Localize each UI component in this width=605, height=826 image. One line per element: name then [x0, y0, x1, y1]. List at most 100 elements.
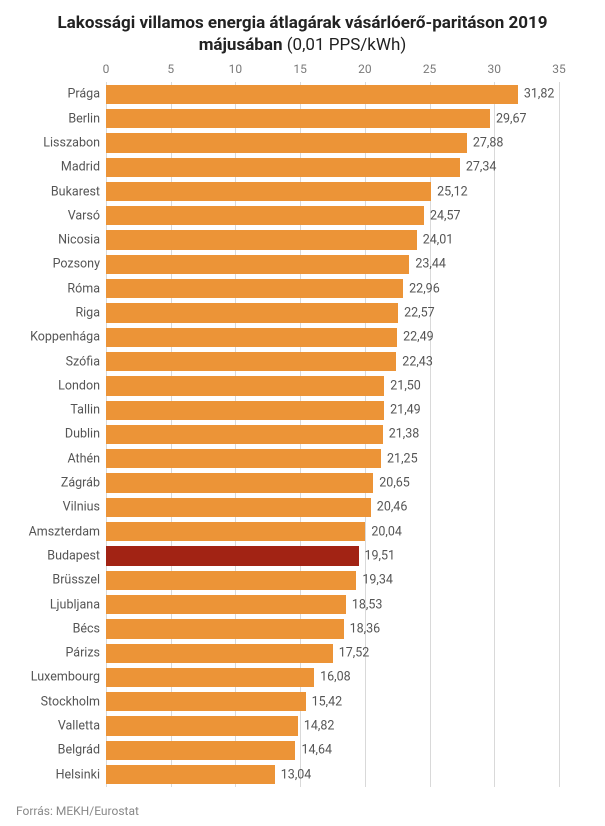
x-tick-label: 30 — [488, 62, 502, 76]
value-label: 27,34 — [460, 160, 497, 175]
category-label: Varsó — [68, 208, 106, 223]
bar — [106, 473, 373, 492]
bar-row: Ljubljana18,53 — [106, 592, 559, 616]
category-label: Berlin — [68, 111, 106, 126]
bar-row: Vilnius20,46 — [106, 495, 559, 519]
category-label: Dublin — [65, 427, 106, 442]
bar-row: Róma22,96 — [106, 277, 559, 301]
bar-row: Varsó24,57 — [106, 204, 559, 228]
category-label: Belgrád — [58, 743, 106, 758]
value-label: 29,67 — [490, 111, 527, 126]
bar-row: Bécs18,36 — [106, 617, 559, 641]
category-label: Vilnius — [63, 500, 106, 515]
bar-row: Athén21,25 — [106, 447, 559, 471]
value-label: 20,65 — [373, 476, 410, 491]
bar-row: Prága31,82 — [106, 82, 559, 106]
bar — [106, 692, 306, 711]
bar — [106, 328, 397, 347]
bar — [106, 522, 365, 541]
gridline — [559, 82, 560, 787]
category-label: Zágráb — [61, 476, 106, 491]
bar-row: Koppenhága22,49 — [106, 325, 559, 349]
category-label: Róma — [67, 281, 106, 296]
bar — [106, 255, 409, 274]
bar — [106, 376, 384, 395]
bar — [106, 765, 275, 784]
chart-title-unit: (0,01 PPS/kWh) — [282, 35, 406, 55]
bar — [106, 158, 460, 177]
category-label: Tallin — [70, 403, 106, 418]
value-label: 19,34 — [356, 573, 393, 588]
x-tick-label: 35 — [552, 62, 566, 76]
bar-row: London21,50 — [106, 374, 559, 398]
bar — [106, 401, 384, 420]
value-label: 17,52 — [333, 646, 370, 661]
bar — [106, 546, 359, 565]
value-label: 16,08 — [314, 670, 351, 685]
value-label: 19,51 — [359, 548, 396, 563]
bar — [106, 133, 467, 152]
source-text: Forrás: MEKH/Eurostat — [16, 804, 139, 818]
value-label: 25,12 — [431, 184, 468, 199]
x-tick-label: 5 — [167, 62, 174, 76]
bar-row: Madrid27,34 — [106, 155, 559, 179]
bar-row: Helsinki13,04 — [106, 763, 559, 787]
value-label: 23,44 — [409, 257, 446, 272]
bar — [106, 741, 295, 760]
category-label: Brüsszel — [52, 573, 106, 588]
bar-row: Nicosia24,01 — [106, 228, 559, 252]
category-label: Stockholm — [41, 694, 106, 709]
value-label: 22,57 — [398, 306, 435, 321]
plot-area: Prága31,82Berlin29,67Lisszabon27,88Madri… — [106, 82, 559, 787]
bar — [106, 109, 490, 128]
value-label: 21,50 — [384, 378, 421, 393]
bar — [106, 668, 314, 687]
bar-row: Szófia22,43 — [106, 349, 559, 373]
bar — [106, 498, 371, 517]
category-label: Valletta — [58, 719, 106, 734]
bar-row: Berlin29,67 — [106, 106, 559, 130]
bar-row: Amszterdam20,04 — [106, 520, 559, 544]
category-label: Athén — [67, 451, 106, 466]
value-label: 18,36 — [344, 621, 381, 636]
bar-row: Budapest19,51 — [106, 544, 559, 568]
x-tick-label: 0 — [103, 62, 110, 76]
bar-row: Brüsszel19,34 — [106, 568, 559, 592]
category-label: London — [58, 378, 106, 393]
bar-row: Párizs17,52 — [106, 641, 559, 665]
bar-row: Luxembourg16,08 — [106, 665, 559, 689]
x-axis: 05101520253035 — [106, 62, 559, 82]
value-label: 22,43 — [396, 354, 433, 369]
value-label: 20,46 — [371, 500, 408, 515]
bar — [106, 303, 398, 322]
value-label: 14,82 — [298, 719, 335, 734]
value-label: 18,53 — [346, 597, 383, 612]
bar — [106, 85, 518, 104]
category-label: Luxembourg — [31, 670, 106, 685]
category-label: Pozsony — [53, 257, 106, 272]
bar — [106, 425, 383, 444]
category-label: Madrid — [61, 160, 106, 175]
category-label: Nicosia — [58, 233, 106, 248]
category-label: Amszterdam — [29, 524, 106, 539]
bar — [106, 230, 417, 249]
bar — [106, 279, 403, 298]
x-tick-label: 10 — [229, 62, 243, 76]
value-label: 22,96 — [403, 281, 440, 296]
value-label: 13,04 — [275, 767, 312, 782]
value-label: 20,04 — [365, 524, 402, 539]
value-label: 14,64 — [295, 743, 332, 758]
category-label: Bécs — [73, 621, 106, 636]
category-label: Bukarest — [51, 184, 106, 199]
bar — [106, 619, 344, 638]
x-tick-label: 15 — [293, 62, 307, 76]
category-label: Riga — [75, 306, 106, 321]
bar — [106, 182, 431, 201]
category-label: Budapest — [47, 548, 106, 563]
value-label: 21,25 — [381, 451, 418, 466]
value-label: 21,49 — [384, 403, 421, 418]
x-tick-label: 20 — [358, 62, 372, 76]
bar-row: Dublin21,38 — [106, 422, 559, 446]
bar — [106, 595, 346, 614]
category-label: Párizs — [65, 646, 106, 661]
